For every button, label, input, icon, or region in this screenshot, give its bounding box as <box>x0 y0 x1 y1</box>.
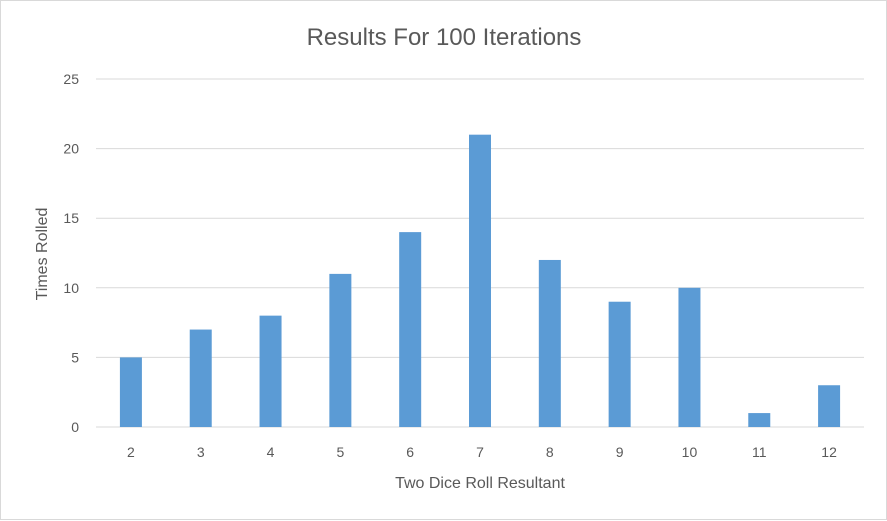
x-tick-label: 10 <box>682 444 698 460</box>
y-tick-label: 0 <box>71 419 79 435</box>
y-axis-ticks: 0 5 10 15 20 25 <box>63 71 79 435</box>
x-tick-label: 9 <box>616 444 624 460</box>
x-tick-label: 6 <box>406 444 414 460</box>
y-tick-label: 20 <box>63 141 79 157</box>
bar-2 <box>119 357 142 427</box>
chart-title: Results For 100 Iterations <box>307 24 582 51</box>
x-tick-label: 8 <box>546 444 554 460</box>
bar-7 <box>469 134 491 427</box>
y-axis-title: Times Rolled <box>34 208 51 301</box>
bar-8 <box>538 259 561 427</box>
x-tick-label: 2 <box>127 444 135 460</box>
bar-11 <box>748 413 771 427</box>
x-tick-label: 4 <box>267 444 275 460</box>
bar-4 <box>259 315 282 427</box>
bar-10 <box>678 287 701 427</box>
x-tick-label: 7 <box>476 444 484 460</box>
x-tick-label: 12 <box>821 444 837 460</box>
x-tick-label: 5 <box>336 444 344 460</box>
y-tick-label: 10 <box>63 280 79 296</box>
bar-6 <box>399 232 422 427</box>
y-tick-label: 25 <box>63 71 79 87</box>
bars <box>119 134 841 427</box>
x-tick-label: 11 <box>752 444 767 460</box>
bar-3 <box>189 329 212 427</box>
x-axis-ticks: 2 3 4 5 6 7 8 9 10 11 12 <box>127 444 837 460</box>
y-tick-label: 15 <box>63 210 79 226</box>
bar-5 <box>329 273 352 427</box>
bar-12 <box>818 385 841 427</box>
y-tick-label: 5 <box>71 349 79 365</box>
bar-9 <box>608 301 631 427</box>
x-axis-title: Two Dice Roll Resultant <box>395 475 565 492</box>
x-tick-label: 3 <box>197 444 205 460</box>
